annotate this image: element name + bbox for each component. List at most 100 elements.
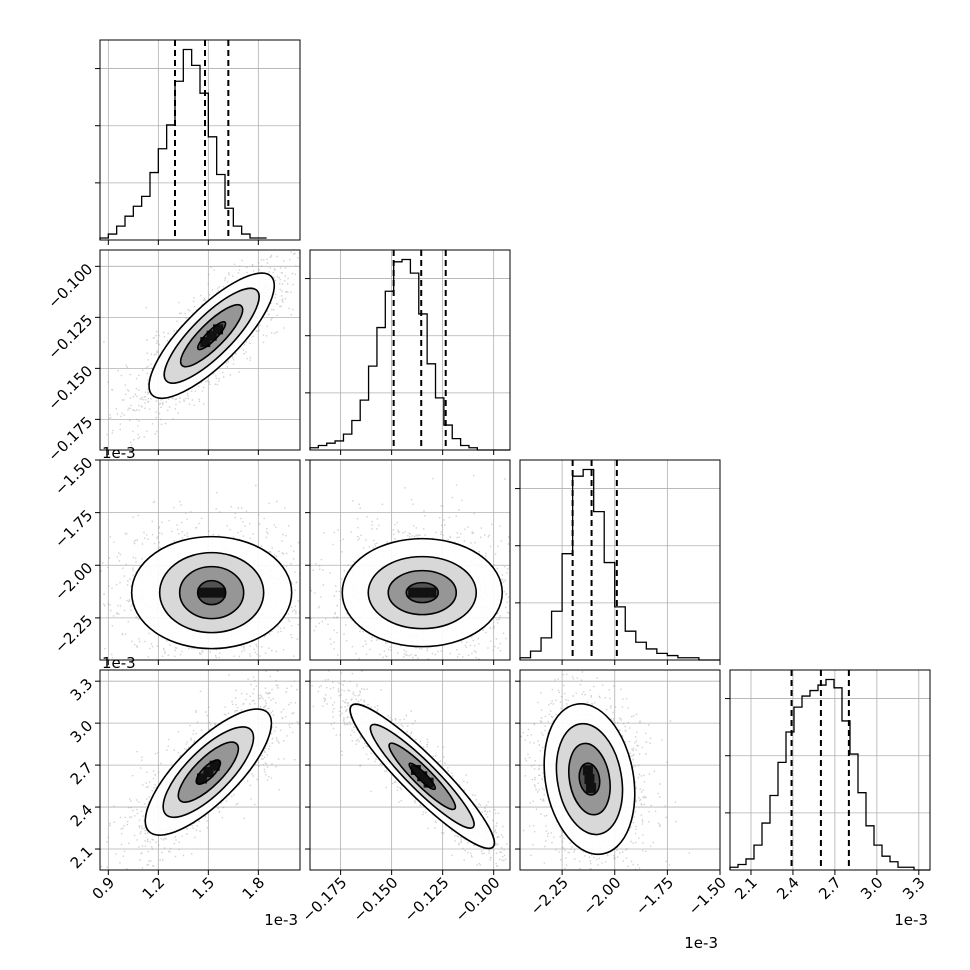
density-peak [410,764,421,775]
panel-frame [99,249,301,451]
density-peak [426,587,437,598]
y-offset-label-p3: 1e-3 [102,654,136,672]
panel-content [100,460,300,660]
y-tick-label-p3: 2.1 [67,843,97,873]
density-peak [215,587,226,598]
contour-line [387,569,458,616]
density-peak [586,782,597,793]
density-peak [417,771,428,782]
contour-line [405,581,440,604]
panel-frame [99,669,301,871]
y-tick-label-p1: −0.175 [44,413,96,465]
hist-panel-p2 [515,459,721,661]
x-tick-label-p2: −1.75 [632,874,677,919]
x-tick-label-p0: 1.5 [189,874,219,904]
x-tick-label-p2: −2.00 [579,874,624,919]
density-peak [200,337,211,348]
y-tick-label-p1: −0.125 [44,311,96,363]
panel-frame [99,459,301,661]
histogram-p3 [729,678,930,871]
contour-line [341,537,504,648]
density-peak [584,774,595,785]
x-offset-label-p2: 1e-3 [684,934,718,952]
density-peak [417,587,428,598]
density-peak [206,330,217,341]
contour-line [568,742,611,816]
density-peak [197,587,208,598]
contour-line [178,565,245,620]
histogram-p1 [309,258,510,451]
y-tick-label-p3: 3.0 [67,717,97,747]
x-tick-label-p3: 3.0 [857,874,887,904]
contour-line [162,726,255,819]
contour-line [144,708,273,836]
histogram-p2 [519,468,720,661]
panel-content [100,670,300,870]
pair-panel-p0-p2 [99,459,301,661]
y-tick-label-p1: −0.150 [44,362,96,414]
density-peak [209,760,220,771]
panel-frame [519,669,721,871]
panel-content [100,250,300,450]
contour-line [158,551,265,634]
panel-content [310,460,510,660]
contour-line [163,287,260,384]
contour-line [349,703,496,850]
contour-line [148,272,276,400]
x-tick-label-p2: −2.25 [527,874,572,919]
contour-line [543,703,636,856]
contour-line [196,579,227,606]
x-offset-label-p0: 1e-3 [264,911,298,929]
y-offset-label-p2: 1e-3 [102,444,136,462]
panel-frame [729,669,931,871]
density-peak [206,587,217,598]
contour-line [196,321,227,351]
density-peak [203,767,214,778]
histogram-p0 [99,48,267,240]
y-tick-label-p2: −2.25 [51,612,96,657]
contour-line [177,741,240,803]
contour-line [388,742,457,811]
hist-panel-p3 [725,669,931,871]
x-tick-label-p3: 2.7 [815,874,845,904]
panel-content [520,670,720,870]
x-tick-label-p0: 0.9 [89,874,119,904]
y-tick-label-p2: −1.75 [51,506,96,551]
x-tick-label-p3: 2.1 [731,874,761,904]
contour-line [130,535,293,650]
pair-panel-p0-p3 [99,669,301,871]
x-tick-label-p3: 3.3 [899,874,929,904]
x-offset-label-p3: 1e-3 [894,911,928,929]
x-tick-label-p1: −0.175 [299,874,351,926]
y-tick-label-p1: −0.100 [44,260,96,312]
contour-line [555,722,624,836]
panel-frame [309,669,511,871]
pair-panel-p2-p3 [519,669,721,871]
x-tick-label-p1: −0.100 [452,874,504,926]
density-peak [213,324,224,335]
contour-line [179,303,244,368]
pair-panel-p1-p3 [309,669,511,871]
x-tick-label-p1: −0.125 [401,874,453,926]
contour-line [408,762,437,791]
density-peak [423,777,434,788]
y-tick-label-p2: −2.00 [51,559,96,604]
y-tick-label-p3: 2.7 [67,759,97,789]
panel-frame [519,459,721,661]
panel-frame [99,39,301,241]
hist-panel-p0 [95,39,301,241]
x-tick-label-p3: 2.4 [773,874,803,904]
pair-panel-p1-p2 [309,459,511,661]
density-peak [196,773,207,784]
x-tick-label-p0: 1.2 [139,874,169,904]
hist-panel-p1 [305,249,511,451]
contour-line [578,762,601,796]
panel-frame [309,249,511,451]
x-tick-label-p1: −0.150 [350,874,402,926]
density-peak [408,587,419,598]
pair-panel-p0-p1 [99,249,301,451]
x-tick-label-p0: 1.8 [239,874,269,904]
x-tick-label-p2: −1.50 [685,874,730,919]
panel-frame [309,459,511,661]
